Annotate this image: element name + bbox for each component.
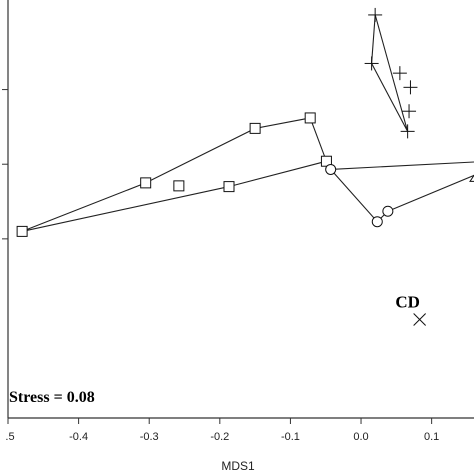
hull-line-4 [387, 174, 474, 212]
point-plus-5 [400, 124, 415, 139]
point-square-0 [16, 225, 28, 237]
x-tick-layer: .5 -0.4 -0.3 -0.2 -0.1 0.0 0.1 [5, 418, 439, 443]
point-x-0 [413, 313, 426, 326]
point-plus-3 [403, 80, 418, 95]
point-square-5 [304, 112, 316, 124]
point-square-3 [223, 181, 235, 193]
x-tick-label: -0.1 [281, 431, 300, 443]
point-plus-1 [364, 56, 379, 71]
point-plus-2 [392, 66, 407, 81]
marker-layer [16, 7, 474, 326]
point-circle-1 [371, 216, 383, 228]
point-square-1 [140, 177, 152, 189]
stress-label: Stress = 0.08 [9, 389, 95, 406]
hull-line-0 [21, 117, 328, 232]
point-circle-2 [382, 205, 394, 217]
x-tick-label: -0.2 [210, 431, 229, 443]
point-square-2 [173, 180, 185, 192]
point-square-4 [249, 122, 261, 134]
x-tick-label: 0.0 [353, 431, 368, 443]
x-tick-label: 0.1 [424, 431, 439, 443]
x-axis-title: MDS1 [221, 459, 255, 473]
hull-line-3 [330, 161, 474, 170]
point-plus-0 [368, 7, 383, 22]
point-plus-4 [402, 104, 417, 119]
cd-point-label: CD [395, 292, 420, 311]
point-circle-0 [325, 163, 337, 175]
x-tick-label: .5 [5, 431, 14, 443]
hull-layer [21, 14, 474, 232]
point-triangle-0 [469, 174, 474, 182]
x-b [413, 313, 426, 326]
x-tick-label: -0.3 [140, 431, 159, 443]
hull-line-1 [371, 14, 409, 132]
y-tick-layer [2, 89, 8, 240]
x-tick-label: -0.4 [69, 431, 88, 443]
hull-line-2 [330, 169, 389, 223]
